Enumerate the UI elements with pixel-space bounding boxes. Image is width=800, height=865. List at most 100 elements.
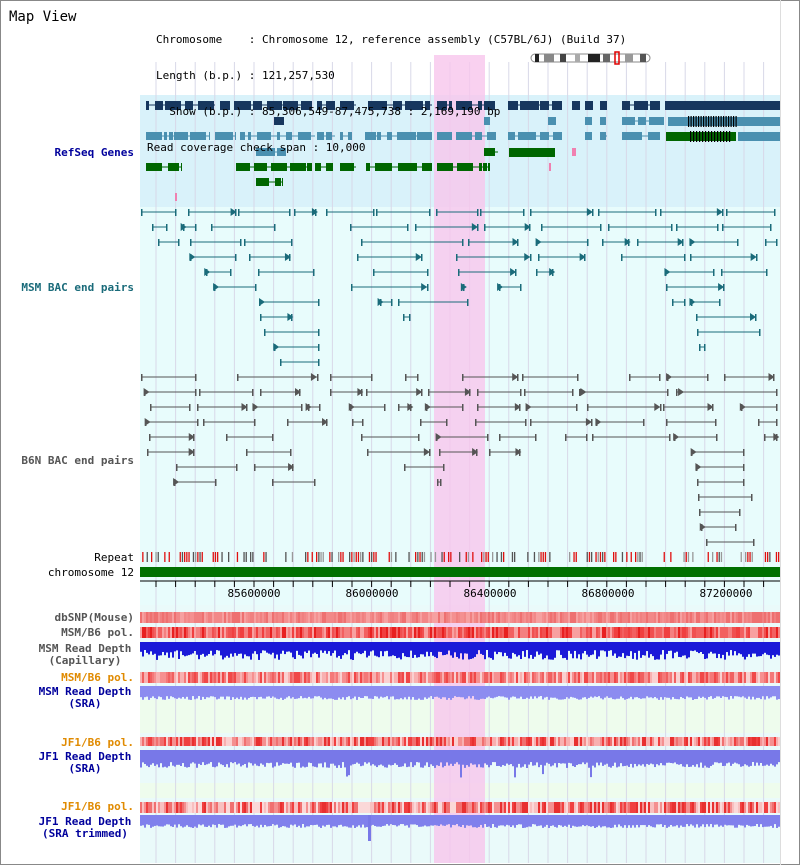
msm-bac-pair-end [770, 224, 772, 231]
dbsnp-cell [642, 612, 644, 623]
jf1-pol-cell [770, 802, 772, 813]
msm-pol-cell [204, 672, 206, 683]
repeat-element [569, 552, 571, 562]
msm-pol-cell [554, 627, 556, 638]
msm-sra-depth-bar [672, 686, 674, 698]
jf1-trimmed-depth-bar [632, 815, 634, 826]
jf1-trimmed-depth-bar [542, 815, 544, 828]
msm-pol-cell [264, 627, 266, 638]
msm-capillary-depth-bar [546, 642, 548, 656]
jf1-sra-depth-bar [726, 750, 728, 764]
msm-pol-cell [458, 627, 460, 638]
msm-sra-depth-bar [488, 686, 490, 697]
msm-sra-depth-bar [684, 686, 686, 700]
jf1-pol-cell [310, 737, 312, 746]
track-label-msm-depth-capillary[interactable]: MSM Read Depth (Capillary) [30, 643, 140, 667]
jf1-pol-cell [396, 737, 398, 746]
track-label-msm-depth-sra[interactable]: MSM Read Depth (SRA) [30, 686, 140, 710]
jf1-sra-depth-bar [708, 750, 710, 768]
jf1-sra-depth-bar [336, 750, 338, 768]
msm-bac-pair-end [660, 209, 662, 216]
b6n-bac-pair-end [659, 374, 661, 381]
track-label-msm-pol-2[interactable]: MSM/B6 pol. [61, 671, 134, 684]
jf1-trimmed-depth-bar [326, 815, 328, 825]
jf1-trimmed-depth-bar [568, 815, 570, 825]
msm-capillary-depth-bar [726, 642, 728, 653]
msm-pol-cell [400, 627, 402, 638]
jf1-pol-cell [484, 802, 486, 813]
jf1-trimmed-depth-bar [302, 815, 304, 825]
jf1-trimmed-depth-bar [242, 815, 244, 826]
jf1-sra-depth-bar [570, 750, 572, 764]
dbsnp-cell [216, 612, 218, 623]
jf1-pol-cell [604, 802, 606, 813]
msm-sra-depth-bar [188, 686, 190, 700]
msm-pol-cell [338, 672, 340, 683]
jf1-pol-cell [776, 737, 778, 746]
msm-pol-cell [354, 672, 356, 683]
msm-capillary-depth-bar [442, 642, 444, 656]
repeat-element [500, 552, 503, 562]
gene-exon [700, 116, 702, 127]
msm-pol-cell [638, 672, 640, 683]
msm-pol-cell [382, 672, 384, 683]
msm-pol-cell [438, 672, 440, 683]
gene-exon [190, 132, 206, 140]
jf1-pol-cell [584, 802, 586, 813]
b6n-bac-pair-end [579, 389, 581, 396]
jf1-pol-cell [490, 802, 492, 813]
jf1-pol-cell [508, 802, 510, 813]
track-label-chromosome[interactable]: chromosome 12 [47, 566, 134, 579]
jf1-sra-depth-bar [236, 750, 238, 765]
msm-sra-depth-bar [654, 686, 656, 698]
msm-capillary-depth-bar [674, 642, 676, 653]
repeat-element [181, 552, 184, 562]
repeat-element [311, 552, 313, 562]
track-label-jf1-depth-sra[interactable]: JF1 Read Depth (SRA) [30, 751, 140, 775]
track-label-msm-bac[interactable]: MSM BAC end pairs [21, 281, 134, 294]
msm-pol-cell [614, 672, 616, 683]
track-label-jf1-pol-2[interactable]: JF1/B6 pol. [61, 800, 134, 813]
track-label-dbsnp[interactable]: dbSNP(Mouse) [54, 611, 134, 624]
msm-sra-depth-bar [686, 686, 688, 697]
msm-sra-depth-bar [736, 686, 738, 697]
jf1-trimmed-depth-bar [722, 815, 724, 827]
msm-pol-cell [230, 627, 232, 638]
msm-sra-depth-bar [184, 686, 186, 699]
jf1-sra-depth-bar [152, 750, 154, 764]
msm-bac-pair-end [240, 239, 242, 246]
msm-pol-cell [250, 672, 252, 683]
track-label-refseq[interactable]: RefSeq Genes [54, 146, 134, 159]
b6n-bac-pair-end [197, 404, 199, 411]
msm-capillary-depth-bar [256, 642, 258, 655]
msm-capillary-depth-bar [348, 642, 350, 651]
jf1-pol-cell [490, 737, 492, 746]
dbsnp-cell [532, 612, 534, 623]
msm-pol-cell [416, 627, 418, 638]
msm-capillary-depth-bar [756, 642, 758, 657]
track-label-b6n-bac[interactable]: B6N BAC end pairs [21, 454, 134, 467]
ideogram-band [625, 54, 633, 62]
msm-capillary-depth-bar [562, 642, 564, 659]
msm-sra-depth-bar [722, 686, 724, 697]
jf1-sra-depth-bar [544, 750, 546, 766]
msm-pol-cell [268, 672, 270, 683]
jf1-pol-cell [372, 737, 374, 746]
track-label-jf1-pol-1[interactable]: JF1/B6 pol. [61, 736, 134, 749]
msm-sra-depth-bar [438, 686, 440, 698]
msm-capillary-depth-bar [700, 642, 702, 653]
track-label-jf1-depth-trimmed[interactable]: JF1 Read Depth (SRA trimmed) [30, 816, 140, 840]
track-label-repeat[interactable]: Repeat [94, 551, 134, 564]
jf1-pol-cell [470, 802, 472, 813]
jf1-sra-depth-bar [526, 750, 528, 768]
jf1-sra-depth-bar [172, 750, 174, 766]
jf1-pol-cell [586, 737, 588, 746]
msm-capillary-depth-bar [366, 642, 368, 658]
jf1-pol-cell [524, 737, 526, 746]
gene-exon [484, 101, 495, 110]
jf1-sra-depth-bar [274, 750, 276, 767]
jf1-pol-cell [336, 802, 338, 813]
msm-capillary-depth-bar [466, 642, 468, 654]
track-label-msm-pol-1[interactable]: MSM/B6 pol. [61, 626, 134, 639]
